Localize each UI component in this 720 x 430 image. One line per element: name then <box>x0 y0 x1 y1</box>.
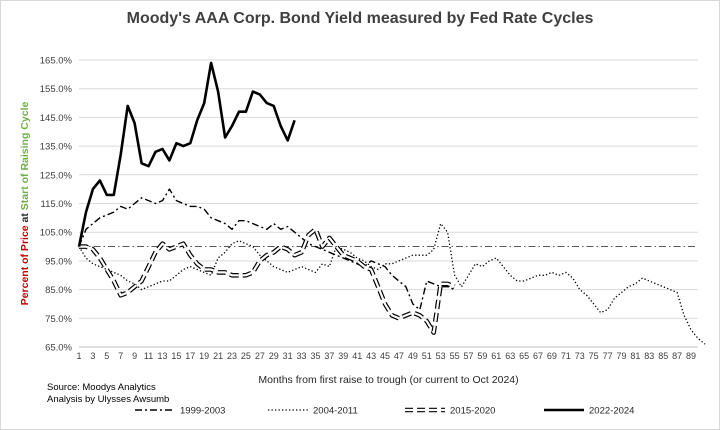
x-tick-label: 47 <box>394 351 404 361</box>
y-tick-label: 135.0% <box>40 142 73 153</box>
source-note: Source: Moodys Analytics <box>47 382 156 393</box>
y-tick-label: 145.0% <box>40 113 73 124</box>
y-tick-label: 65.0% <box>45 343 72 354</box>
x-tick-label: 19 <box>199 351 209 361</box>
x-tick-label: 25 <box>241 351 251 361</box>
x-tick-label: 89 <box>686 351 696 361</box>
x-tick-label: 13 <box>157 351 167 361</box>
x-tick-label: 83 <box>644 351 654 361</box>
chart-title: Moody's AAA Corp. Bond Yield measured by… <box>126 10 594 27</box>
source-notes: Source: Moodys Analytics Analysis by Uly… <box>47 382 169 406</box>
y-axis-label-part: Start of Raising Cycle <box>19 102 31 211</box>
y-tick-label: 75.0% <box>45 314 72 325</box>
series-line-2004-2011 <box>78 222 706 345</box>
x-tick-label: 51 <box>422 351 432 361</box>
x-tick-label: 85 <box>658 351 668 361</box>
x-tick-label: 73 <box>575 351 585 361</box>
x-tick-label: 41 <box>352 351 362 361</box>
x-tick-label: 31 <box>283 351 293 361</box>
legend-label: 2004-2011 <box>313 406 358 417</box>
x-tick-label: 45 <box>380 351 390 361</box>
x-tick-label: 5 <box>104 351 109 361</box>
x-tick-label: 55 <box>450 351 460 361</box>
x-axis-label: Months from first raise to trough (or cu… <box>258 374 518 386</box>
x-tick-label: 79 <box>616 351 626 361</box>
x-tick-label: 11 <box>144 351 153 361</box>
y-tick-label: 155.0% <box>40 84 73 95</box>
y-tick-label: 95.0% <box>45 256 72 267</box>
x-tick-label: 1 <box>76 351 81 361</box>
x-tick-label: 15 <box>171 351 181 361</box>
x-tick-label: 67 <box>533 351 543 361</box>
legend-label: 1999-2003 <box>180 406 225 417</box>
x-tick-label: 71 <box>561 351 571 361</box>
series-line-1999-2003 <box>78 188 455 311</box>
analysis-note: Analysis by Ulysses Awsumb <box>47 394 170 405</box>
x-tick-label: 29 <box>269 351 279 361</box>
y-axis-label-part: at <box>19 210 31 225</box>
y-tick-label: 115.0% <box>40 199 72 210</box>
y-tick-label: 105.0% <box>40 228 73 239</box>
x-tick-label: 61 <box>491 351 501 361</box>
series-line-inner <box>79 228 456 334</box>
y-tick-label: 165.0% <box>40 56 73 67</box>
legend-label: 2022-2024 <box>589 406 634 417</box>
x-tick-label: 17 <box>185 351 195 361</box>
x-tick-label: 33 <box>297 351 307 361</box>
x-tick-label: 59 <box>477 351 487 361</box>
x-tick-label: 49 <box>408 351 418 361</box>
legend-label: 2015-2020 <box>450 406 495 417</box>
x-tick-label: 81 <box>630 351 640 361</box>
x-tick-label: 63 <box>505 351 515 361</box>
x-tick-label: 3 <box>90 351 95 361</box>
x-tick-label: 23 <box>227 351 237 361</box>
x-tick-label: 65 <box>519 351 529 361</box>
y-tick-label: 85.0% <box>45 285 72 296</box>
x-tick-label: 27 <box>255 351 265 361</box>
x-tick-label: 35 <box>310 351 320 361</box>
y-tick-label: 125.0% <box>40 170 73 181</box>
x-tick-label: 39 <box>338 351 348 361</box>
x-tick-label: 9 <box>132 351 137 361</box>
x-tick-label: 7 <box>118 351 123 361</box>
x-tick-label: 69 <box>547 351 557 361</box>
y-axis-label-part: Percent of Price <box>19 225 31 305</box>
x-tick-label: 43 <box>366 351 376 361</box>
series-line-2022-2024 <box>77 61 296 247</box>
x-tick-label: 77 <box>603 351 613 361</box>
x-tick-label: 53 <box>436 351 446 361</box>
x-tick-label: 57 <box>463 351 473 361</box>
x-tick-label: 37 <box>324 351 334 361</box>
y-axis-label: Percent of Price at Start of Raising Cyc… <box>19 102 31 306</box>
x-tick-label: 75 <box>589 351 599 361</box>
x-tick-label: 87 <box>672 351 682 361</box>
x-tick-label: 21 <box>213 351 223 361</box>
